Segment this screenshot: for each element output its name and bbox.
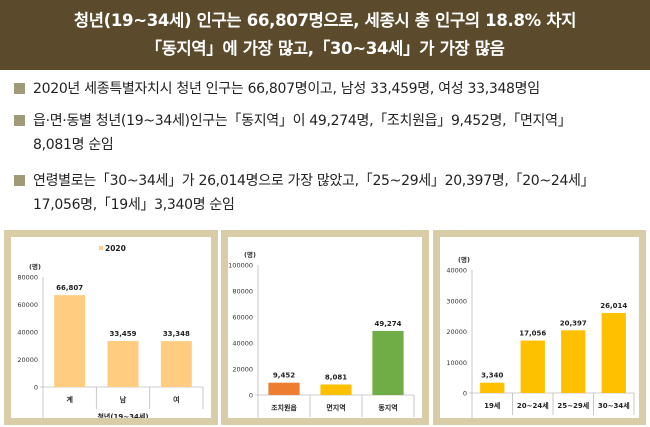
y-tick-label: 30000 [446, 297, 467, 305]
legend-label: 2020 [105, 244, 126, 253]
bullet-item-region: 읍·면·동별 청년(19~34세)인구는「동지역」이 49,274명,「조치원읍… [14, 110, 572, 130]
y-axis-unit: (명) [29, 262, 41, 271]
y-tick-label: 20000 [232, 366, 253, 374]
y-tick-label: 20000 [17, 356, 38, 364]
data-label: 26,014 [600, 302, 627, 310]
x-tick-label: 20~24세 [517, 401, 549, 410]
chart-panel-gender: (명) 0 20000 40000 60000 80000 66,807 계 33,459 남 33… [4, 230, 218, 425]
chart-gender: (명) 0 20000 40000 60000 80000 66,807 계 33,459 남 33… [17, 244, 204, 418]
y-tick-label: 40000 [446, 267, 467, 275]
bullet-text-continued: 17,056명,「19세」3,340명 순임 [33, 197, 235, 213]
bar [601, 313, 626, 393]
data-label: 49,274 [374, 320, 401, 328]
bullet-square-icon [14, 175, 25, 186]
y-tick-label: 0 [463, 390, 467, 398]
data-label: 3,340 [481, 372, 503, 380]
data-label: 66,807 [56, 284, 83, 292]
x-tick-label: 여 [173, 395, 179, 404]
bar [480, 382, 505, 393]
bullet-text-continued: 8,081명 순임 [33, 137, 114, 153]
bullet-square-icon [14, 83, 25, 94]
bullet-item-total: 2020년 세종특별자치시 청년 인구는 66,807명이고, 남성 33,45… [14, 78, 540, 98]
y-tick-label: 60000 [232, 314, 253, 322]
headline-line-1: 청년(19~34세) 인구는 66,807명으로, 세종시 총 인구의 18.8… [73, 11, 577, 30]
y-tick-label: 0 [34, 384, 38, 392]
x-tick-label: 동지역 [378, 403, 397, 412]
data-label: 20,397 [560, 319, 587, 327]
x-tick-label: 남 [120, 395, 127, 404]
data-label: 17,056 [519, 330, 546, 338]
x-tick-label: 30~34세 [598, 401, 630, 410]
data-label: 33,348 [163, 330, 190, 338]
x-tick-label: 19세 [484, 401, 500, 410]
chart-age: (명) 0 10000 20000 30000 40000 3,340 19세 17,056 20… [446, 255, 635, 418]
y-tick-label: 80000 [17, 274, 38, 282]
y-tick-label: 10000 [446, 359, 467, 367]
chart-panel-region: (명) 0 20000 40000 60000 80000 100000 9,452 조치원읍 8… [221, 230, 429, 425]
y-tick-label: 0 [249, 392, 253, 400]
y-tick-label: 80000 [232, 288, 253, 296]
x-tick-label: 면지역 [326, 403, 345, 412]
x-tick-label: 조치원읍 [271, 403, 297, 412]
y-tick-label: 20000 [446, 328, 467, 336]
y-tick-label: 40000 [232, 340, 253, 348]
bar [561, 330, 586, 393]
y-tick-label: 40000 [17, 329, 38, 337]
bullet-text: 읍·면·동별 청년(19~34세)인구는「동지역」이 49,274명,「조치원읍… [33, 113, 572, 129]
data-label: 8,081 [325, 373, 347, 381]
bullet-item-age: 연령별로는「30~34세」가 26,014명으로 가장 많았고,「25~29세」… [14, 170, 595, 190]
headline-line-2: 「동지역」에 가장 많고,「30~34세」가 가장 많음 [145, 39, 505, 58]
y-axis-unit: (명) [458, 255, 470, 264]
bar [520, 340, 545, 393]
data-label: 9,452 [273, 372, 295, 380]
x-tick-label: 25~29세 [557, 401, 589, 410]
chart-panel-age: (명) 0 10000 20000 30000 40000 3,340 19세 17,056 20… [433, 230, 646, 425]
legend-swatch [99, 246, 103, 250]
y-tick-label: 60000 [17, 301, 38, 309]
headline-banner: 청년(19~34세) 인구는 66,807명으로, 세종시 총 인구의 18.8… [0, 0, 650, 70]
chart-region: (명) 0 20000 40000 60000 80000 100000 9,452 조치원읍 8… [228, 250, 415, 418]
bullet-text: 2020년 세종특별자치시 청년 인구는 66,807명이고, 남성 33,45… [33, 81, 540, 97]
bullet-text: 연령별로는「30~34세」가 26,014명으로 가장 많았고,「25~29세」… [33, 173, 595, 189]
x-axis-label: 청년(19~34세) [97, 412, 148, 418]
y-tick-label: 100000 [228, 262, 253, 270]
bar [372, 330, 404, 395]
x-tick-label: 계 [66, 395, 72, 404]
bar [54, 295, 86, 387]
bar [320, 384, 352, 395]
data-label: 33,459 [109, 330, 136, 338]
bar [107, 340, 139, 387]
y-axis-unit: (명) [244, 250, 256, 259]
bar [268, 382, 300, 395]
bullet-square-icon [14, 115, 25, 126]
bar [160, 341, 192, 387]
